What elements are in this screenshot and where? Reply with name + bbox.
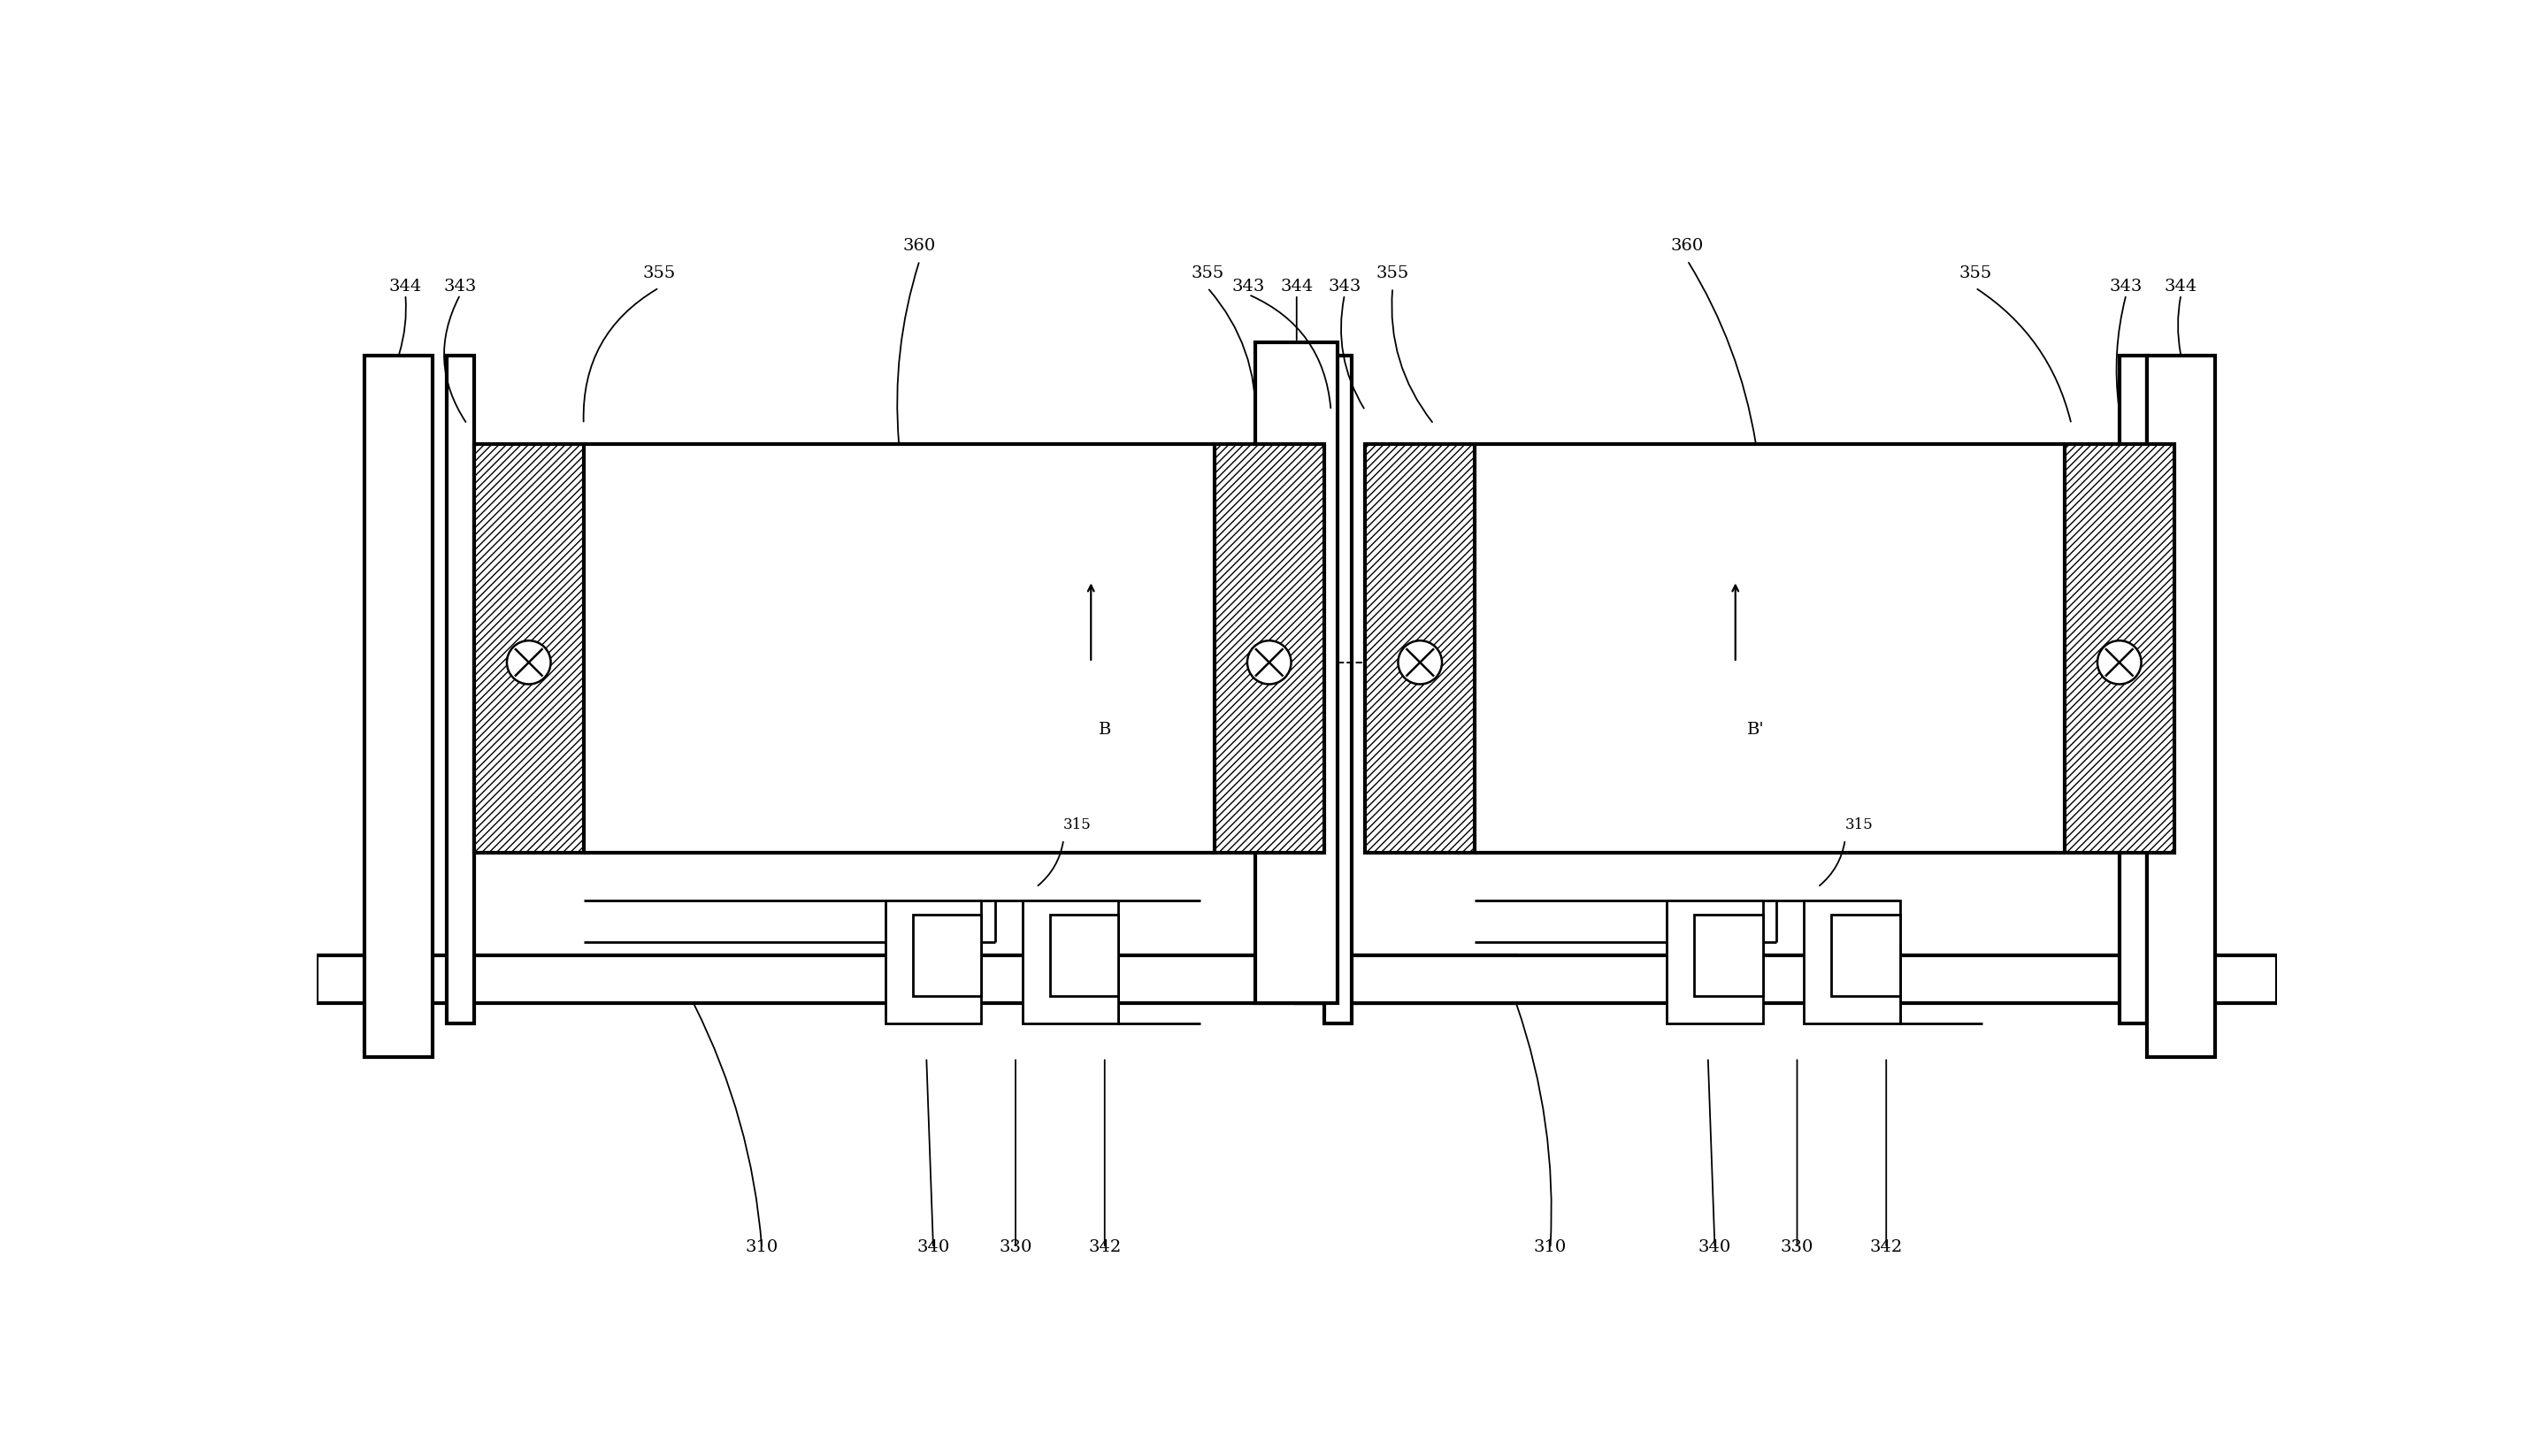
Text: 343: 343: [1328, 278, 1361, 294]
Circle shape: [506, 641, 552, 684]
Text: B': B': [1748, 721, 1763, 737]
Text: 344: 344: [1280, 278, 1313, 294]
Bar: [364, 355, 433, 1057]
Text: 355: 355: [1376, 265, 1409, 281]
Text: 355: 355: [1958, 265, 1991, 281]
Bar: [913, 914, 982, 996]
Circle shape: [1399, 641, 1442, 684]
Bar: [1214, 444, 1323, 853]
Circle shape: [2097, 641, 2140, 684]
Text: 315: 315: [1063, 818, 1090, 833]
Bar: [2120, 355, 2148, 1024]
Text: 344: 344: [2166, 278, 2199, 294]
Bar: [2148, 355, 2216, 1057]
Text: 343: 343: [443, 278, 476, 294]
Text: 315: 315: [1844, 818, 1872, 833]
Text: 355: 355: [1192, 265, 1225, 281]
Text: 360: 360: [1670, 237, 1703, 253]
Text: 360: 360: [903, 237, 936, 253]
Text: 310: 310: [746, 1239, 779, 1255]
Text: 330: 330: [999, 1239, 1032, 1255]
Text: 340: 340: [916, 1239, 949, 1255]
Bar: [1804, 901, 1900, 1024]
Bar: [2064, 444, 2173, 853]
Circle shape: [1247, 641, 1290, 684]
Text: 340: 340: [1698, 1239, 1731, 1255]
Bar: [1667, 901, 1763, 1024]
Bar: [445, 355, 473, 1024]
Bar: [885, 901, 982, 1024]
Bar: [1255, 342, 1338, 1003]
Bar: [1832, 914, 1900, 996]
Text: 343: 343: [1232, 278, 1265, 294]
Bar: [1050, 914, 1118, 996]
Bar: [316, 955, 1515, 1003]
Bar: [1323, 355, 1351, 1024]
Bar: [1022, 901, 1118, 1024]
Bar: [473, 444, 584, 853]
Text: B: B: [1098, 721, 1111, 737]
Text: 342: 342: [1870, 1239, 1903, 1255]
Text: 355: 355: [643, 265, 676, 281]
Text: 342: 342: [1088, 1239, 1121, 1255]
Text: 344: 344: [390, 278, 423, 294]
Bar: [1295, 955, 2277, 1003]
Text: 310: 310: [1533, 1239, 1566, 1255]
Bar: [1366, 444, 1475, 853]
Text: 330: 330: [1781, 1239, 1814, 1255]
Text: 343: 343: [2110, 278, 2143, 294]
Bar: [1695, 914, 1763, 996]
